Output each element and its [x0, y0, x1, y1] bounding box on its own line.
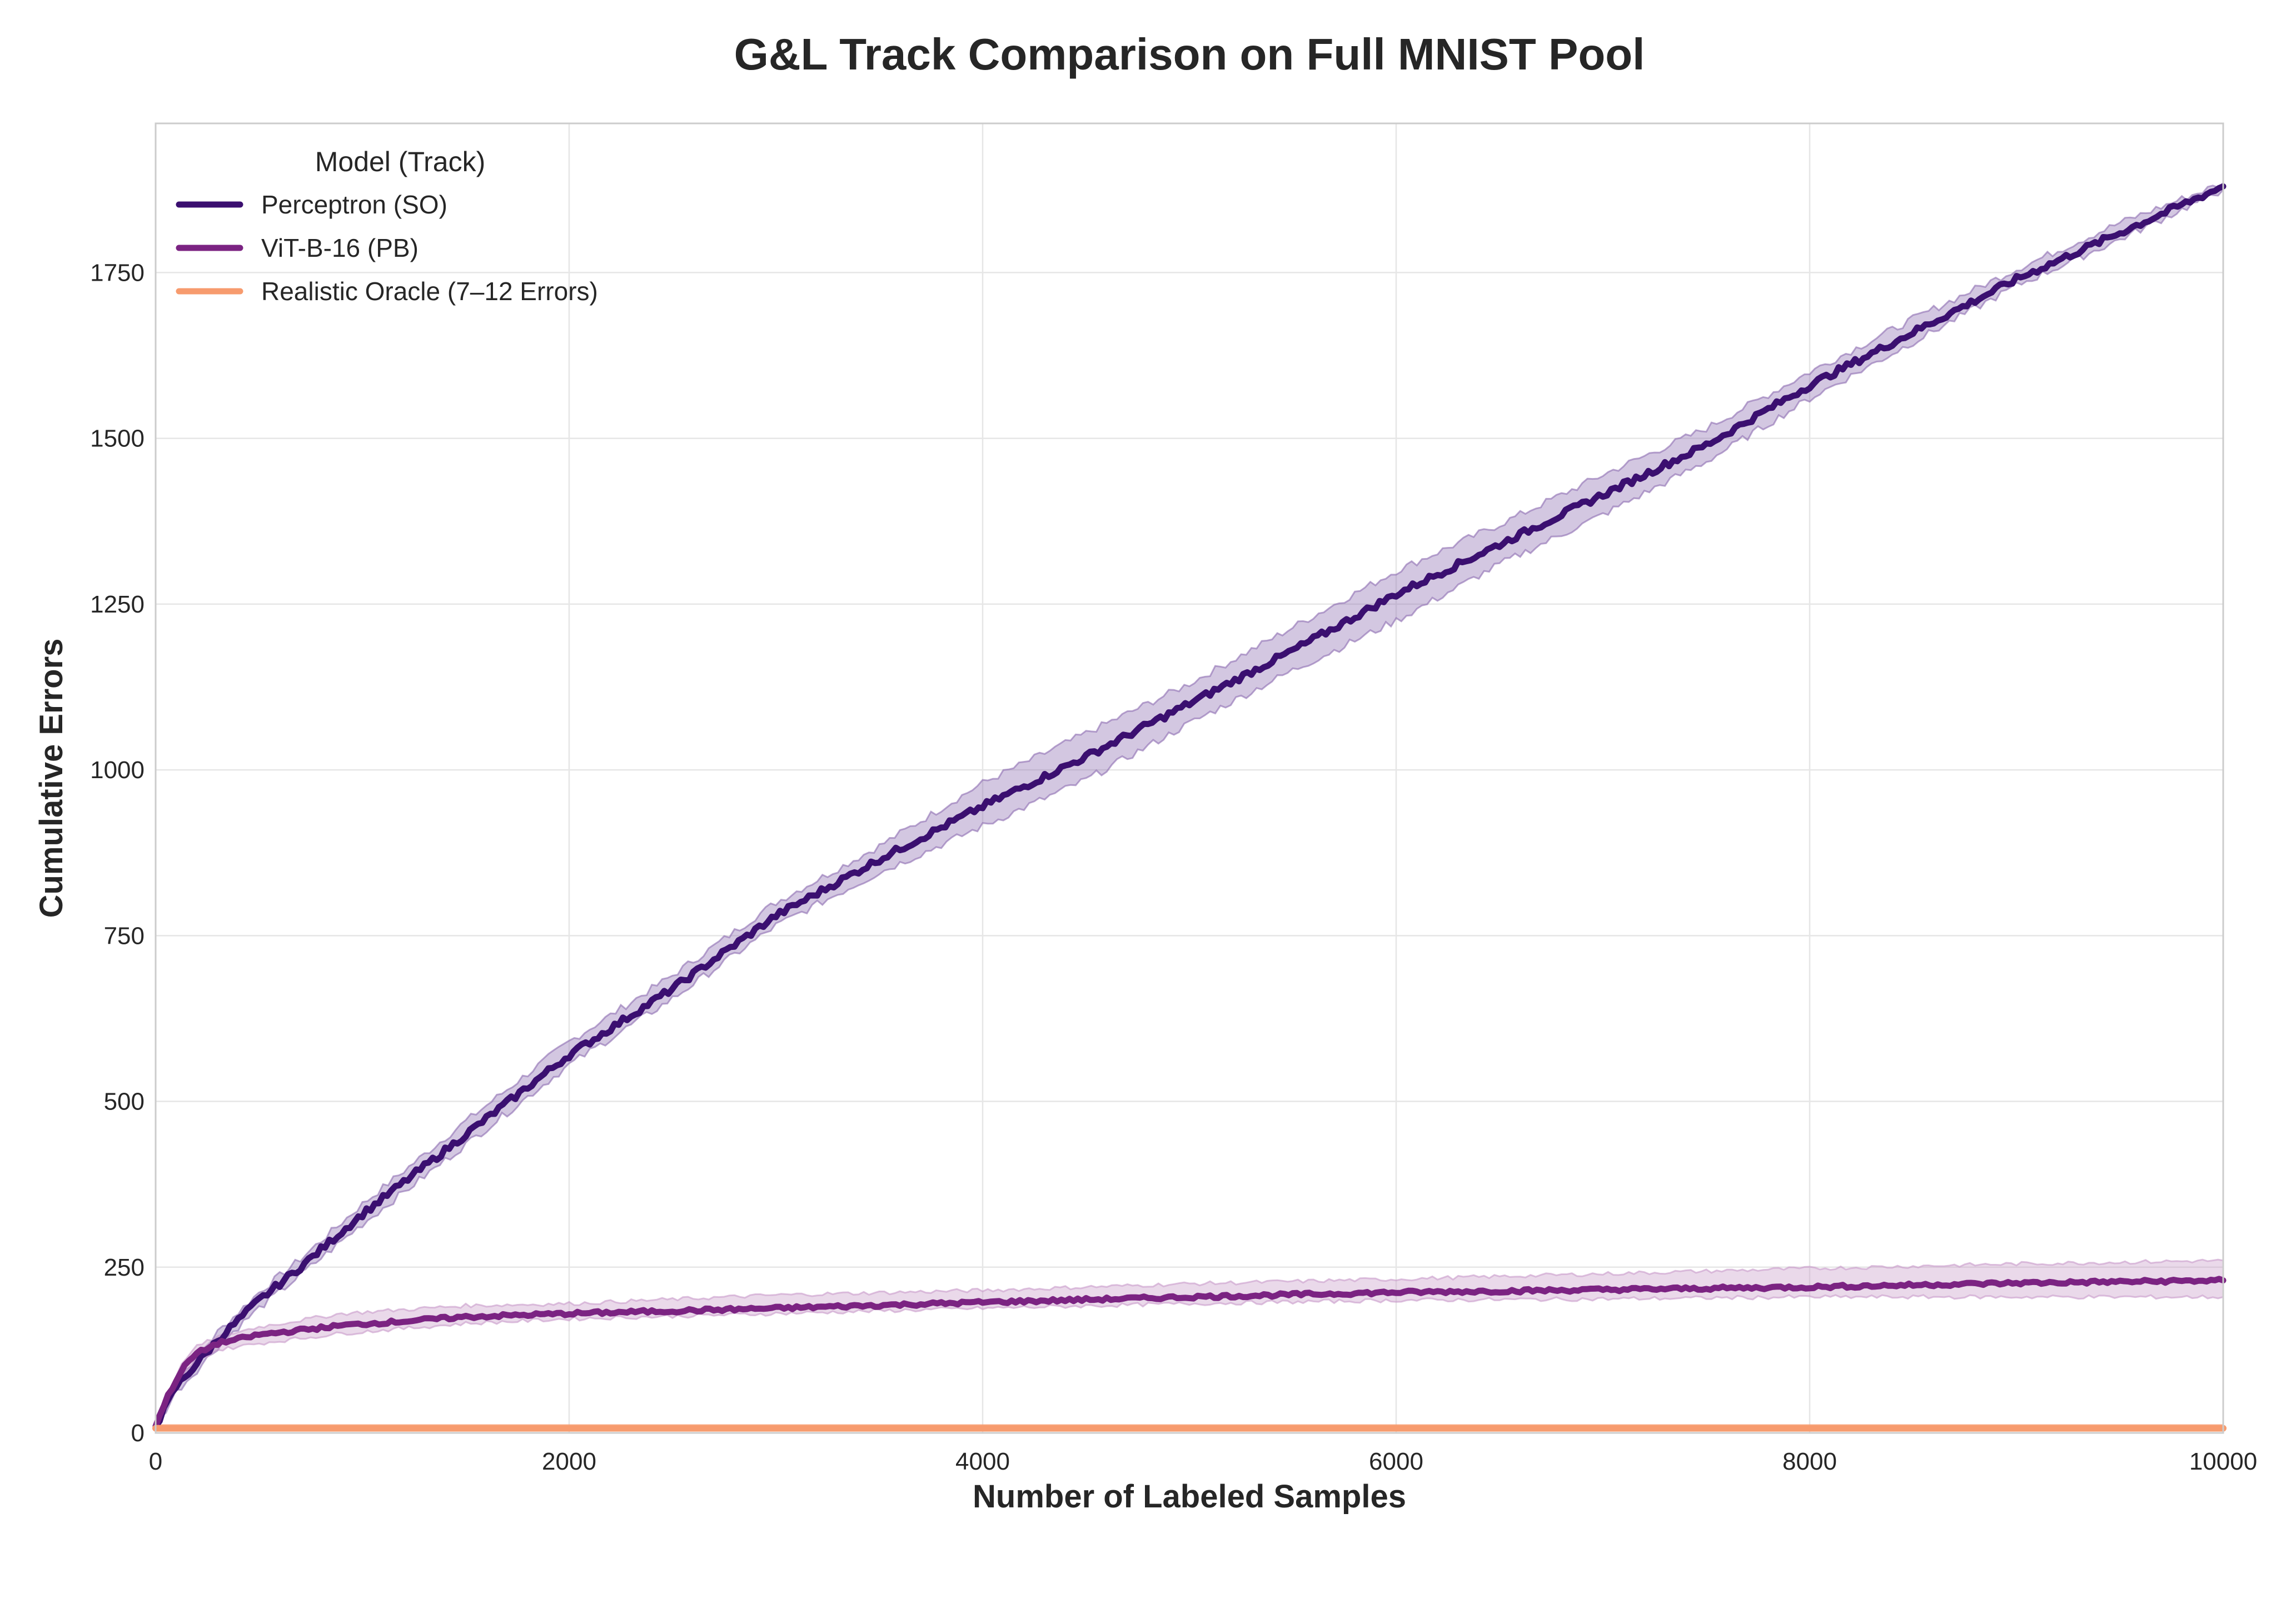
legend-label: Realistic Oracle (7–12 Errors) — [261, 277, 598, 306]
grid — [155, 123, 2224, 1434]
line-vit-b-16-pb — [152, 1276, 2227, 1430]
x-tick-labels: 0 2000 4000 6000 8000 10000 — [149, 1448, 2257, 1475]
x-tick-label: 4000 — [955, 1448, 1010, 1475]
y-tick-label: 250 — [104, 1254, 145, 1281]
y-tick-label: 1500 — [90, 425, 145, 452]
legend-title: Model (Track) — [315, 146, 486, 177]
series-lines — [152, 183, 2227, 1432]
y-tick-label: 750 — [104, 922, 145, 949]
chart-title: G&L Track Comparison on Full MNIST Pool — [734, 29, 1645, 79]
y-tick-label: 1250 — [90, 591, 145, 618]
legend: Model (Track) Perceptron (SO) ViT-B-16 (P… — [176, 146, 598, 306]
legend-label: Perceptron (SO) — [261, 190, 447, 219]
y-tick-label: 500 — [104, 1088, 145, 1116]
x-tick-label: 10000 — [2189, 1448, 2257, 1475]
plot-frame — [155, 122, 2224, 1434]
y-tick-label: 1000 — [90, 756, 145, 784]
legend-entries: Perceptron (SO) ViT-B-16 (PB) Realistic Or… — [176, 190, 598, 306]
y-axis-title: Cumulative Errors — [33, 639, 69, 918]
x-tick-label: 2000 — [542, 1448, 596, 1475]
y-tick-labels: 0 250 500 750 1000 1250 1500 1750 — [90, 259, 145, 1447]
x-tick-label: 8000 — [1782, 1448, 1837, 1475]
x-tick-label: 6000 — [1369, 1448, 1423, 1475]
line-perceptron-so — [152, 183, 2227, 1430]
y-tick-label: 0 — [131, 1420, 145, 1447]
y-tick-label: 1750 — [90, 259, 145, 286]
x-axis-title: Number of Labeled Samples — [973, 1478, 1406, 1515]
legend-label: ViT-B-16 (PB) — [261, 233, 419, 262]
x-tick-label: 0 — [149, 1448, 162, 1475]
